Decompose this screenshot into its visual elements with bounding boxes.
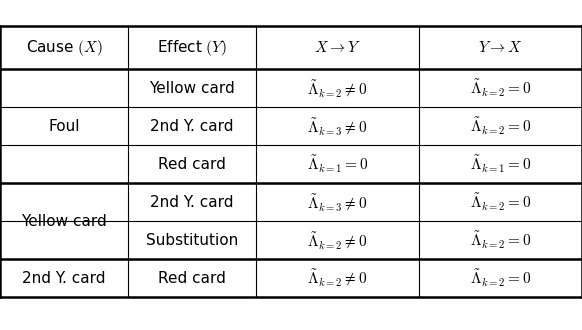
Text: $\tilde{\Lambda}_{k=3} \neq 0$: $\tilde{\Lambda}_{k=3} \neq 0$ <box>307 116 368 137</box>
Text: Yellow card: Yellow card <box>149 81 235 96</box>
Text: Substitution: Substitution <box>146 233 238 248</box>
Text: $\tilde{\Lambda}_{k=2} \neq 0$: $\tilde{\Lambda}_{k=2} \neq 0$ <box>307 230 368 250</box>
Text: $\tilde{\Lambda}_{k=2} \neq 0$: $\tilde{\Lambda}_{k=2} \neq 0$ <box>307 78 368 99</box>
Text: Red card: Red card <box>158 157 226 172</box>
Text: Cause $(X)$: Cause $(X)$ <box>26 38 102 58</box>
Text: $\tilde{\Lambda}_{k=1} = 0$: $\tilde{\Lambda}_{k=1} = 0$ <box>470 153 531 175</box>
Text: $\tilde{\Lambda}_{k=2} \neq 0$: $\tilde{\Lambda}_{k=2} \neq 0$ <box>307 268 368 288</box>
Text: Foul: Foul <box>48 119 80 134</box>
Text: $\tilde{\Lambda}_{k=2} = 0$: $\tilde{\Lambda}_{k=2} = 0$ <box>470 115 531 137</box>
Text: $\tilde{\Lambda}_{k=2} = 0$: $\tilde{\Lambda}_{k=2} = 0$ <box>470 229 531 251</box>
Text: $\tilde{\Lambda}_{k=3} \neq 0$: $\tilde{\Lambda}_{k=3} \neq 0$ <box>307 192 368 213</box>
Text: 2nd Y. card: 2nd Y. card <box>150 195 234 210</box>
Text: 2nd Y. card: 2nd Y. card <box>22 271 106 285</box>
Text: Yellow card: Yellow card <box>21 214 107 229</box>
Text: $Y \rightarrow X$: $Y \rightarrow X$ <box>478 40 523 55</box>
Text: Effect $(Y)$: Effect $(Y)$ <box>157 38 227 58</box>
Text: $\tilde{\Lambda}_{k=2} = 0$: $\tilde{\Lambda}_{k=2} = 0$ <box>470 191 531 213</box>
Text: $\tilde{\Lambda}_{k=2} = 0$: $\tilde{\Lambda}_{k=2} = 0$ <box>470 78 531 99</box>
Text: Red card: Red card <box>158 271 226 285</box>
Text: $X \rightarrow Y$: $X \rightarrow Y$ <box>314 40 361 55</box>
Text: $\tilde{\Lambda}_{k=2} = 0$: $\tilde{\Lambda}_{k=2} = 0$ <box>470 267 531 289</box>
Text: 2nd Y. card: 2nd Y. card <box>150 119 234 134</box>
Text: $\tilde{\Lambda}_{k=1} = 0$: $\tilde{\Lambda}_{k=1} = 0$ <box>307 153 368 175</box>
